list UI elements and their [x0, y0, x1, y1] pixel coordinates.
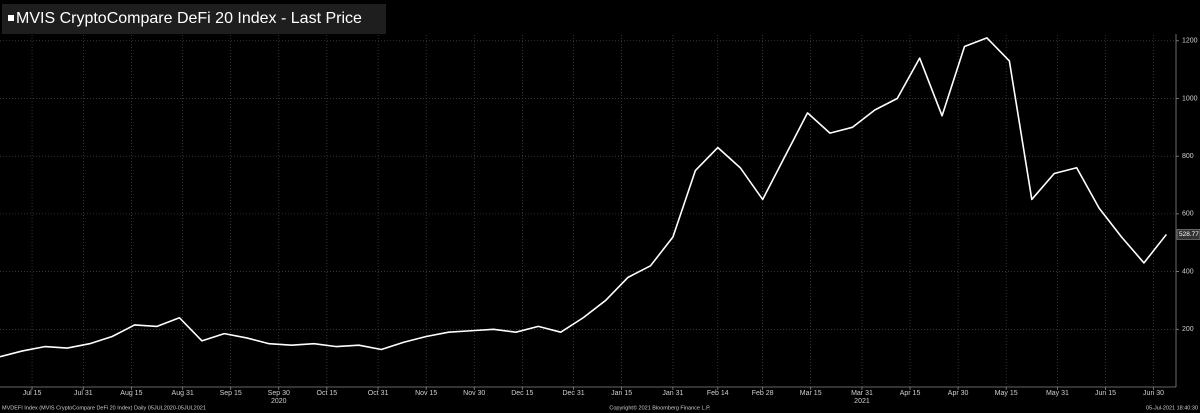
y-tick-label: 600: [1182, 211, 1194, 218]
x-tick-label: Mar 15: [800, 390, 822, 397]
x-tick-label: Jul 31: [74, 390, 93, 397]
y-tick-label: 400: [1182, 268, 1194, 275]
last-price-label: 528.77: [1179, 231, 1199, 238]
footer-center: Copyright© 2021 Bloomberg Finance L.P.: [609, 404, 711, 411]
year-label: 2020: [271, 398, 287, 405]
x-tick-label: Oct 15: [317, 390, 338, 397]
year-label: 2021: [854, 398, 870, 405]
legend-swatch: [8, 15, 14, 21]
x-tick-label: Jun 30: [1143, 390, 1164, 397]
x-tick-label: Sep 15: [220, 390, 242, 397]
y-tick-label: 1200: [1182, 38, 1198, 45]
x-tick-label: Dec 31: [562, 390, 584, 397]
x-tick-label: Aug 15: [120, 390, 142, 397]
footer-left: MVDEFI Index (MVIS CryptoCompare DeFi 20…: [2, 405, 206, 411]
x-tick-label: Feb 14: [707, 390, 729, 397]
x-tick-label: Oct 31: [368, 390, 389, 397]
last-price-box: [1176, 229, 1200, 240]
y-tick-label: 200: [1182, 326, 1194, 333]
title-box: [2, 4, 386, 34]
x-tick-label: Mar 31: [851, 390, 873, 397]
x-tick-label: Nov 15: [415, 390, 437, 397]
x-tick-label: Jul 15: [23, 390, 42, 397]
y-tick-label: 1000: [1182, 95, 1198, 102]
x-tick-label: Feb 28: [752, 390, 774, 397]
x-tick-label: Apr 30: [948, 390, 969, 397]
x-tick-label: Dec 15: [511, 390, 533, 397]
x-tick-label: Apr 15: [900, 390, 921, 397]
footer-right: 05-Jul-2021 18:40:30: [1146, 405, 1198, 411]
x-tick-label: Jan 15: [611, 390, 632, 397]
x-tick-label: Sep 30: [268, 390, 290, 397]
x-tick-label: Aug 31: [172, 390, 194, 397]
chart-title: MVIS CryptoCompare DeFi 20 Index - Last …: [16, 10, 362, 27]
x-tick-label: May 15: [995, 390, 1018, 397]
price-line: [0, 37, 1168, 358]
x-tick-label: Nov 30: [463, 390, 485, 397]
x-tick-label: May 31: [1046, 390, 1069, 397]
x-tick-label: Jan 31: [662, 390, 683, 397]
x-tick-label: Jun 15: [1095, 390, 1116, 397]
y-tick-label: 800: [1182, 153, 1194, 160]
